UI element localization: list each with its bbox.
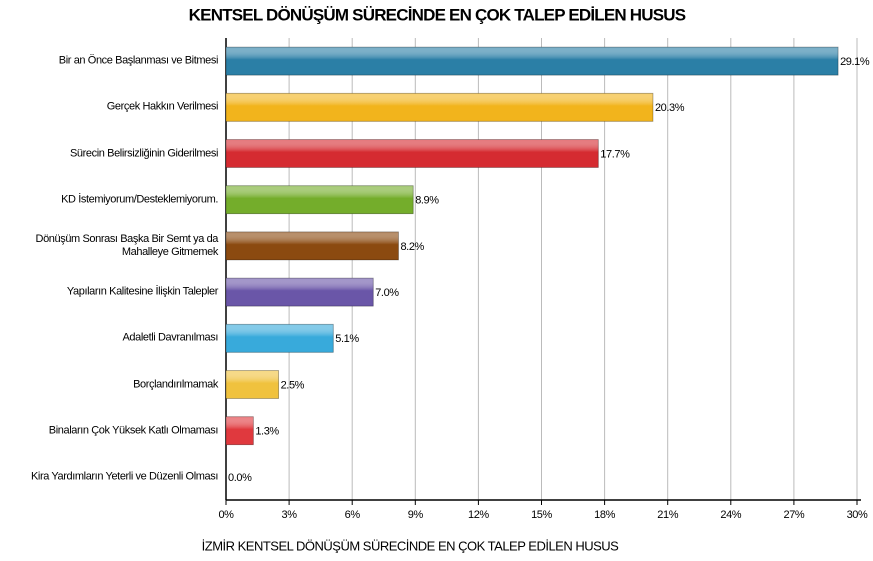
chart-title: KENTSEL DÖNÜŞÜM SÜRECİNDE EN ÇOK TALEP E… <box>189 5 686 24</box>
x-axis-label: İZMİR KENTSEL DÖNÜŞÜM SÜRECİNDE EN ÇOK T… <box>202 538 620 553</box>
x-tick-label: 18% <box>594 509 615 521</box>
y-tick-label: Adaletli Davranılması <box>122 331 218 344</box>
x-tick-label: 15% <box>531 509 552 521</box>
x-tick-label: 3% <box>282 509 298 521</box>
value-label: 29.1% <box>840 56 870 68</box>
x-tick-label: 21% <box>657 509 678 521</box>
value-label: 5.1% <box>335 333 359 345</box>
y-tick-label: Sürecin Belirsizliğinin Giderilmesi <box>70 147 218 159</box>
y-tick-label: Bir an Önce Başlanması ve Bitmesi <box>58 54 219 67</box>
bar <box>225 92 654 122</box>
bar <box>225 231 399 261</box>
x-tick-label: 24% <box>720 509 741 521</box>
bar <box>225 277 374 307</box>
x-tick-label: 30% <box>847 509 868 521</box>
value-label: 20.3% <box>655 102 685 114</box>
x-tick-label: 0% <box>218 509 234 521</box>
y-tick-label: Kira Yardımların Yeterli ve Düzenli Olma… <box>31 470 218 483</box>
value-label: 8.9% <box>415 195 439 207</box>
y-tick-label: Borçlandırılmamak <box>133 378 218 390</box>
value-label: 1.3% <box>255 426 279 438</box>
bar <box>225 185 414 215</box>
bar <box>225 323 334 353</box>
y-tick-label: Gerçek Hakkın Verilmesi <box>106 100 219 113</box>
y-tick-label: Yapıların Kalitesine İlişkin Talepler <box>66 285 219 298</box>
x-tick-label: 27% <box>783 509 804 521</box>
value-label: 0.0% <box>228 472 252 484</box>
x-tick-label: 6% <box>345 509 361 521</box>
x-tick-label: 9% <box>408 509 424 521</box>
y-tick-label: Dönüşüm Sonrası Başka Bir Semt ya da Mah… <box>35 232 219 258</box>
value-label: 7.0% <box>375 287 399 299</box>
bar <box>225 370 279 399</box>
x-tick-label: 12% <box>468 509 489 521</box>
bar <box>225 139 599 168</box>
y-tick-label: Binaların Çok Yüksek Katlı Olmaması <box>48 424 219 437</box>
value-label: 8.2% <box>400 241 424 253</box>
value-label: 17.7% <box>600 148 630 160</box>
bar <box>225 416 254 446</box>
value-label: 2.5% <box>281 379 305 391</box>
bar <box>225 46 839 76</box>
y-tick-label: KD İstemiyorum/Desteklemiyorum. <box>61 193 218 206</box>
